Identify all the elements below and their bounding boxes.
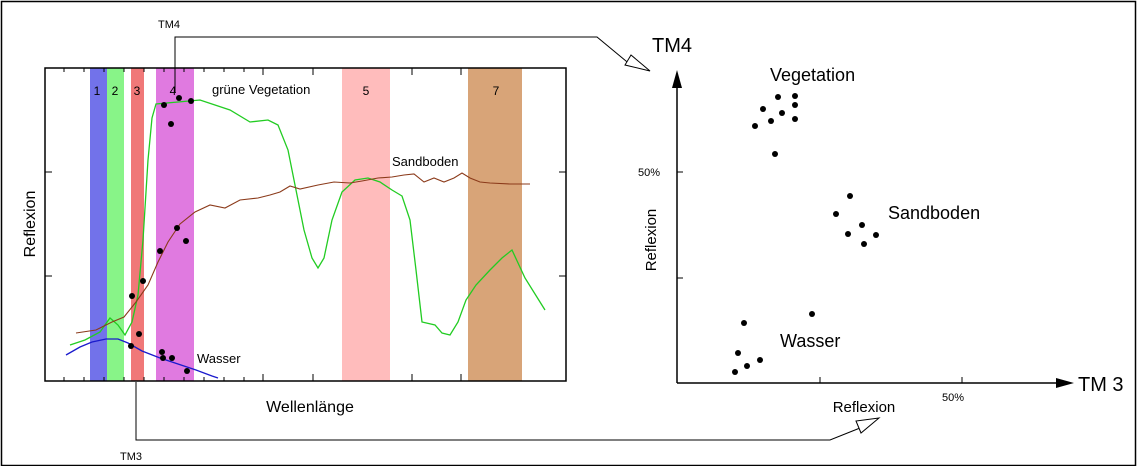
spectrum-panel: 1 2 3 4 5 7 (22, 67, 567, 416)
band-label-7: 7 (493, 84, 500, 98)
tm3-arrowhead (855, 417, 881, 434)
scatter-x-tick-label-50: 50% (942, 392, 964, 404)
spectrum-ticks (45, 68, 566, 381)
scatter-y-axis-title: TM4 (652, 35, 692, 57)
cluster-label-sandboden: Sandboden (888, 203, 980, 223)
water-curve (65, 338, 219, 379)
band-7 (468, 68, 522, 381)
band-2 (107, 68, 124, 381)
scatter-x-axis-title: TM 3 (1078, 374, 1124, 396)
tm4-arrowhead (624, 54, 651, 72)
band-label-1: 1 (94, 84, 101, 98)
scatter-y-arrowhead (672, 70, 682, 88)
sandboden-cluster (833, 193, 879, 247)
band-label-2: 2 (112, 84, 119, 98)
band-3 (131, 68, 144, 381)
tm4-connector-line (174, 36, 633, 92)
band-label-4: 4 (170, 84, 177, 98)
band-4 (156, 68, 194, 381)
tm3-band-label: TM3 (120, 451, 142, 463)
band-label-5: 5 (363, 84, 370, 98)
spectrum-plot-frame (44, 67, 567, 382)
band-1 (90, 68, 107, 381)
spectral-bands (90, 68, 522, 381)
scatter-x-axis-label: Reflexion (833, 399, 896, 416)
cluster-label-wasser: Wasser (780, 331, 840, 351)
spectrum-x-axis-label: Wellenlänge (266, 399, 354, 416)
scatter-panel: TM4 TM 3 50% 50% Reflexion Reflexion Veg… (638, 35, 1124, 416)
scatter-x-arrowhead (1056, 378, 1074, 388)
sandboden-curve-label: Sandboden (392, 154, 459, 169)
cluster-label-vegetation: Vegetation (770, 65, 855, 85)
gruene-vegetation-label: grüne Vegetation (212, 82, 310, 97)
wasser-cluster (732, 311, 815, 375)
band-5 (342, 68, 390, 381)
vegetation-curve (69, 99, 546, 346)
tm3-connector-line (135, 382, 861, 441)
tm3-connector: TM3 (120, 382, 881, 463)
band-label-3: 3 (134, 84, 141, 98)
tm4-band-label: TM4 (158, 19, 180, 31)
soil-curve (75, 172, 530, 334)
scatter-y-tick-label-50: 50% (638, 167, 660, 179)
spectrum-sample-points (128, 95, 194, 374)
scatter-y-axis-label: Reflexion (643, 209, 660, 272)
tm4-connector: TM4 (158, 19, 651, 92)
vegetation-cluster (752, 93, 798, 157)
spectrum-y-axis-label: Reflexion (22, 191, 39, 258)
wasser-curve-label: Wasser (197, 351, 241, 366)
